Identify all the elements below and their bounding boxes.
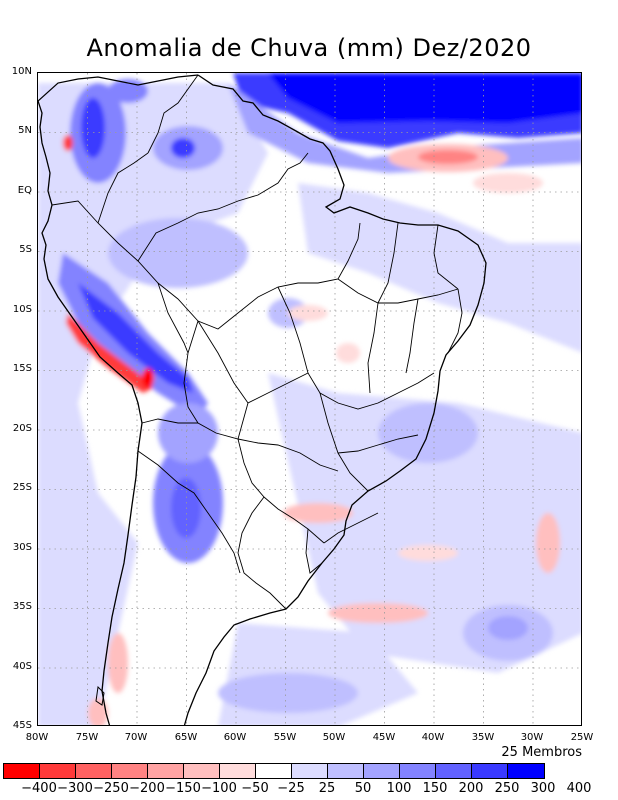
colorbar-label: −50 <box>241 781 269 796</box>
lon-label: 65W <box>174 732 198 743</box>
colorbar-label: 300 <box>530 781 556 796</box>
colorbar-cell <box>472 764 508 778</box>
colorbar-cell <box>364 764 400 778</box>
lat-label: 10S <box>12 304 32 315</box>
lat-label: 10N <box>11 66 32 77</box>
colorbar-label: 25 <box>318 781 336 796</box>
colorbar-cell <box>4 764 40 778</box>
map-frame <box>37 72 582 726</box>
colorbar-label: 250 <box>494 781 520 796</box>
lon-label: 50W <box>322 732 346 743</box>
political-borders <box>51 74 463 610</box>
colorbar-cell <box>256 764 292 778</box>
colorbar-cell <box>508 764 544 778</box>
lon-label: 80W <box>25 732 49 743</box>
colorbar-label: −400 <box>21 781 57 796</box>
ensemble-members-note: 25 Membros <box>501 745 582 760</box>
lat-label: EQ <box>17 185 32 196</box>
colorbar-cell <box>112 764 148 778</box>
lat-label: 20S <box>12 423 32 434</box>
lon-label: 35W <box>471 732 495 743</box>
colorbar-cell <box>40 764 76 778</box>
lon-label: 40W <box>421 732 445 743</box>
colorbar-label: 50 <box>354 781 372 796</box>
colorbar-label: −25 <box>277 781 305 796</box>
colorbar <box>3 763 545 779</box>
lat-label: 35S <box>12 601 32 612</box>
colorbar-cell <box>436 764 472 778</box>
colorbar-label: −100 <box>201 781 237 796</box>
colorbar-cell <box>220 764 256 778</box>
lon-label: 45W <box>372 732 396 743</box>
lat-label: 25S <box>12 482 32 493</box>
anomaly-fields <box>38 73 581 725</box>
lon-label: 75W <box>75 732 99 743</box>
lat-label: 15S <box>12 363 32 374</box>
lon-label: 70W <box>124 732 148 743</box>
colorbar-label: 100 <box>386 781 412 796</box>
colorbar-label: −300 <box>57 781 93 796</box>
colorbar-label: 400 <box>566 781 592 796</box>
lat-label: 5N <box>18 125 32 136</box>
colorbar-cell <box>400 764 436 778</box>
lat-label: 30S <box>12 542 32 553</box>
colorbar-label: −250 <box>93 781 129 796</box>
rainfall-anomaly-map <box>38 73 581 725</box>
lon-label: 60W <box>223 732 247 743</box>
lon-label: 55W <box>273 732 297 743</box>
lon-label: 25W <box>570 732 594 743</box>
lat-label: 40S <box>12 661 32 672</box>
colorbar-cell <box>76 764 112 778</box>
colorbar-cell <box>148 764 184 778</box>
colorbar-cell <box>184 764 220 778</box>
lat-label: 5S <box>19 244 32 255</box>
colorbar-label: −200 <box>129 781 165 796</box>
lat-label: 45S <box>12 720 32 731</box>
colorbar-cell <box>328 764 364 778</box>
colorbar-label: −150 <box>165 781 201 796</box>
graticule <box>38 73 581 725</box>
colorbar-label: 200 <box>458 781 484 796</box>
colorbar-cell <box>292 764 328 778</box>
lon-label: 30W <box>520 732 544 743</box>
map-title: Anomalia de Chuva (mm) Dez/2020 <box>86 34 532 62</box>
colorbar-label: 150 <box>422 781 448 796</box>
